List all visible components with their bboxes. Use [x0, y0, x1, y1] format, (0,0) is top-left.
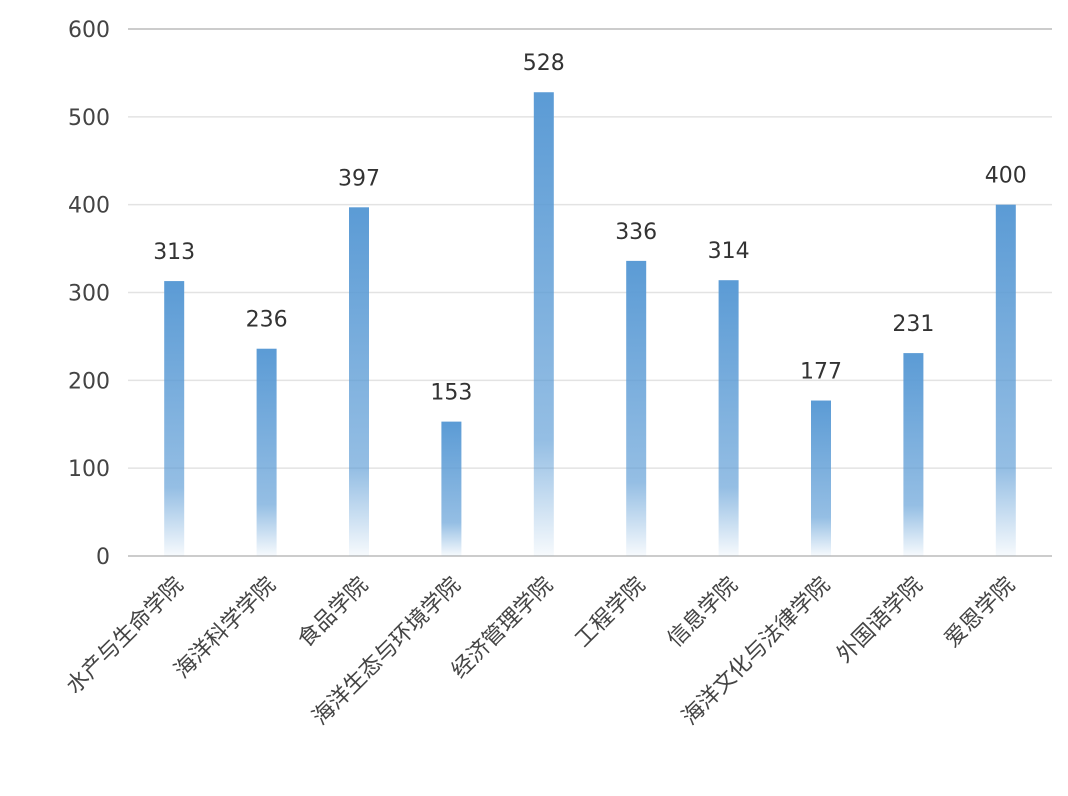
value-label: 400 [985, 164, 1027, 189]
value-label: 528 [523, 51, 565, 76]
bar [995, 204, 1016, 556]
bar [533, 92, 554, 557]
bar [903, 353, 924, 556]
bar [626, 260, 647, 556]
x-tick-label: 外国语学院 [832, 573, 927, 668]
bar [811, 400, 831, 556]
value-label: 336 [615, 220, 657, 245]
bar [349, 207, 369, 556]
value-label: 313 [153, 240, 195, 265]
x-tick-label: 水产与生命学院 [62, 573, 189, 700]
bar [164, 281, 185, 556]
bar [718, 280, 739, 556]
y-tick-label: 200 [68, 369, 110, 394]
value-label: 314 [708, 239, 750, 264]
x-tick-label: 爱恩学院 [940, 573, 1020, 653]
value-label: 153 [430, 381, 472, 406]
value-label: 236 [246, 308, 288, 333]
x-tick-label: 工程学院 [571, 573, 651, 653]
bar [441, 421, 462, 556]
y-tick-label: 500 [68, 106, 110, 131]
x-tick-label: 信息学院 [663, 573, 743, 653]
y-tick-label: 400 [68, 194, 110, 219]
bar [256, 348, 277, 556]
y-tick-label: 600 [68, 18, 110, 43]
y-tick-label: 100 [68, 457, 110, 482]
value-label: 231 [892, 312, 934, 337]
value-label: 177 [800, 360, 842, 385]
y-tick-label: 0 [96, 545, 110, 570]
y-tick-label: 300 [68, 282, 110, 307]
x-tick-label: 食品学院 [293, 573, 373, 653]
value-label: 397 [338, 166, 380, 191]
